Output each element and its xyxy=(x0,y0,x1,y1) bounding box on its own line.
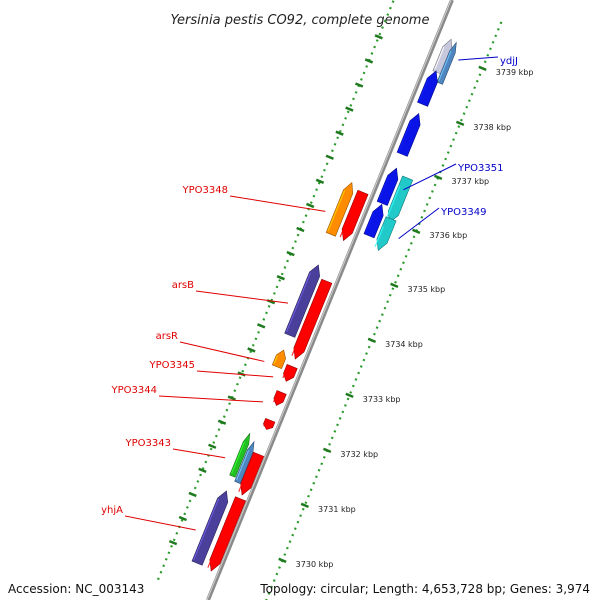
tick-label-3733-kbp: 3733 kbp xyxy=(363,395,401,404)
minor-tick-mark xyxy=(305,202,315,209)
minor-tick-mark xyxy=(296,226,305,233)
gene-yhja[interactable] xyxy=(191,489,232,566)
tick-mark xyxy=(300,502,309,509)
minor-tick-mark xyxy=(257,323,266,329)
gene-arrow-16[interactable] xyxy=(262,417,276,431)
tick-mark xyxy=(322,447,332,454)
gene-ypo3343[interactable] xyxy=(229,432,253,478)
gene-arrow-3[interactable] xyxy=(417,69,441,107)
minor-tick-mark xyxy=(364,58,374,64)
gene-label-yhja[interactable]: yhjA xyxy=(101,505,123,516)
gene-features xyxy=(191,38,459,573)
tick-marks: 3730 kbp 3731 kbp 3732 kbp 3733 kbp 3734 kbp… xyxy=(168,34,534,569)
gene-label-ypo3348[interactable]: YPO3348 xyxy=(182,185,228,196)
leader-line-ydjj xyxy=(458,56,499,61)
minor-tick-mark xyxy=(227,395,236,401)
leader-line-arsr xyxy=(179,341,265,362)
tick-label-3736-kbp: 3736 kbp xyxy=(429,231,467,240)
gene-arrow-18[interactable] xyxy=(234,440,257,484)
tick-label-3735-kbp: 3735 kbp xyxy=(408,285,446,294)
minor-tick-mark xyxy=(198,467,207,474)
right-dotted-guide xyxy=(265,19,504,600)
gene-arrow-10[interactable] xyxy=(338,189,369,242)
leader-line-arsb xyxy=(195,290,289,304)
tick-mark xyxy=(345,392,354,399)
minor-tick-mark xyxy=(188,491,197,498)
tick-mark xyxy=(390,282,399,289)
minor-tick-mark xyxy=(168,539,178,546)
gene-label-ypo3343[interactable]: YPO3343 xyxy=(125,438,171,449)
gene-ypo3349[interactable] xyxy=(373,216,397,253)
left-dotted-guide xyxy=(156,0,395,581)
tick-label-3737-kbp: 3737 kbp xyxy=(451,177,489,186)
backbone-layer xyxy=(206,0,454,600)
gene-arrow-21[interactable] xyxy=(206,496,247,573)
tick-mark xyxy=(412,228,421,235)
gene-label-ypo3349[interactable]: YPO3349 xyxy=(440,207,486,218)
tick-label-3731-kbp: 3731 kbp xyxy=(318,505,356,514)
tick-mark xyxy=(478,65,487,72)
leader-line-ypo3349 xyxy=(398,207,440,240)
minor-tick-mark xyxy=(325,154,334,160)
gene-label-ypo3345[interactable]: YPO3345 xyxy=(149,360,195,371)
tick-label-3739-kbp: 3739 kbp xyxy=(496,68,534,77)
gene-label-arsr[interactable]: arsR xyxy=(156,331,178,342)
gene-label-ypo3351[interactable]: YPO3351 xyxy=(457,163,503,174)
tick-label-3738-kbp: 3738 kbp xyxy=(473,123,511,132)
dotted-guides xyxy=(156,0,504,600)
minor-tick-mark xyxy=(208,443,217,449)
tick-label-3734-kbp: 3734 kbp xyxy=(385,340,423,349)
leader-line-ypo3344 xyxy=(158,395,264,403)
gene-arrow-2[interactable] xyxy=(436,41,459,85)
gene-ypo3351[interactable] xyxy=(376,166,402,206)
minor-tick-mark xyxy=(315,178,325,184)
gene-label-ydjj[interactable]: ydjJ xyxy=(500,56,518,67)
minor-tick-mark xyxy=(247,347,256,353)
gene-arrow-4[interactable] xyxy=(396,111,424,157)
accession-label: Accession: NC_003143 xyxy=(8,582,145,596)
leader-line-ypo3343 xyxy=(172,448,226,459)
minor-tick-mark xyxy=(354,82,364,88)
tick-mark xyxy=(278,557,287,564)
minor-tick-mark xyxy=(217,419,227,425)
leader-line-yhja xyxy=(124,515,196,531)
minor-tick-mark xyxy=(345,106,354,112)
minor-tick-mark xyxy=(335,130,344,136)
tick-mark xyxy=(455,120,465,127)
leader-line-ypo3348 xyxy=(229,195,326,212)
gene-ypo3345[interactable] xyxy=(281,364,298,383)
gene-arrow-19[interactable] xyxy=(237,451,265,497)
gene-label-arsb[interactable]: arsB xyxy=(172,280,194,291)
minor-tick-mark xyxy=(276,275,285,281)
gene-arrow-12[interactable] xyxy=(290,278,333,361)
backbone-line xyxy=(206,0,454,600)
gene-ypo3344[interactable] xyxy=(272,390,287,408)
gene-arsr[interactable] xyxy=(271,348,288,370)
gene-labels: ydjJ YPO3351 YPO3349 YPO3348 arsB arsR YPO3345… xyxy=(101,56,518,531)
backbone-highlight xyxy=(206,0,452,600)
genome-title: Yersinia pestis CO92, complete genome xyxy=(171,13,430,28)
tick-label-3732-kbp: 3732 kbp xyxy=(340,450,378,459)
minor-tick-mark xyxy=(374,34,383,40)
gene-ypo3348[interactable] xyxy=(325,181,356,237)
topology-label: Topology: circular; Length: 4,653,728 bp… xyxy=(260,582,590,596)
gene-label-ypo3344[interactable]: YPO3344 xyxy=(111,385,157,396)
tick-label-3730-kbp: 3730 kbp xyxy=(296,560,334,569)
minor-tick-mark xyxy=(286,250,295,257)
tick-mark xyxy=(433,174,443,181)
leader-line-ypo3351 xyxy=(403,163,457,191)
gene-arsb[interactable] xyxy=(284,263,324,338)
tick-mark xyxy=(367,337,377,344)
leader-line-ypo3345 xyxy=(196,370,274,378)
minor-tick-mark xyxy=(178,515,188,522)
gene-dhak[interactable] xyxy=(363,202,387,239)
